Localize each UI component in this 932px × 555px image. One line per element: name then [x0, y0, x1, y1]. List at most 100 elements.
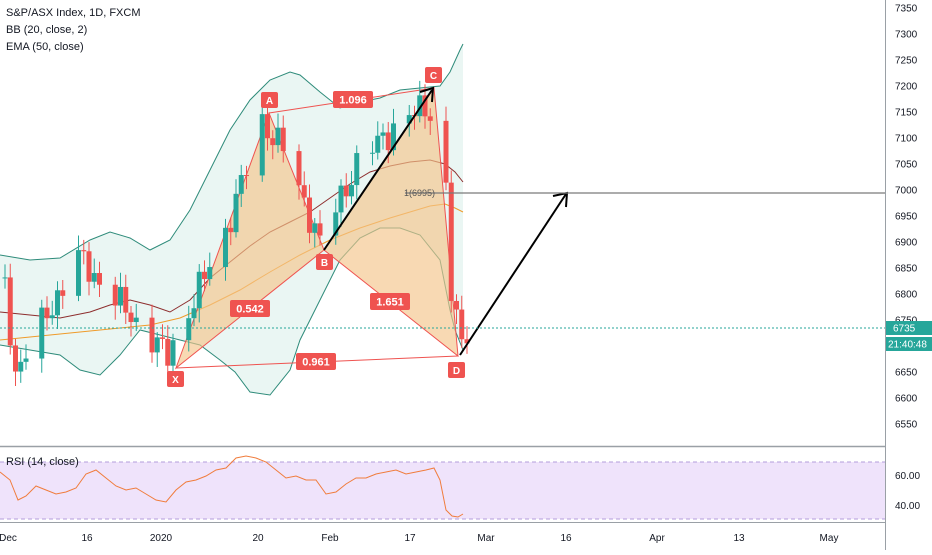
rsi-line: [0, 455, 464, 518]
candle-up: [186, 318, 192, 341]
svg-text:C: C: [430, 71, 437, 82]
svg-text:0.542: 0.542: [236, 304, 264, 316]
svg-text:X: X: [172, 375, 179, 386]
candle-down: [307, 197, 312, 233]
bc-arrow-head: [419, 86, 435, 103]
candlestick-series: [2, 80, 470, 387]
rsi-legend[interactable]: RSI (14, close): [6, 456, 79, 468]
time-tick: 16: [81, 533, 93, 544]
chart-title[interactable]: S&P/ASX Index, 1D, FXCM: [6, 7, 141, 19]
price-tick: 7300: [895, 30, 918, 41]
ratio-label-bcd: 1.651: [370, 293, 410, 310]
candle-up: [312, 223, 318, 233]
point-label-a: A: [261, 92, 278, 108]
ema-legend[interactable]: EMA (50, close): [6, 41, 84, 53]
price-tick: 7250: [895, 56, 918, 67]
candle-up: [391, 123, 396, 151]
candle-up: [380, 132, 386, 136]
candle-down: [443, 120, 449, 183]
price-tick: 6850: [895, 264, 918, 275]
candle-up: [55, 290, 60, 316]
candle-up: [39, 307, 45, 359]
price-axis[interactable]: [885, 0, 932, 550]
candle-up: [91, 273, 97, 282]
price-tick: 6650: [895, 368, 918, 379]
time-tick: May: [820, 533, 839, 544]
candle-up: [196, 271, 202, 309]
point-label-x: X: [167, 371, 184, 387]
candle-down: [97, 273, 102, 285]
time-axis[interactable]: [0, 522, 885, 550]
ratio-label-abc: 1.096: [333, 91, 373, 108]
candle-up: [417, 95, 423, 117]
candle-up: [170, 340, 176, 366]
candle-down: [317, 223, 323, 236]
candle-up: [333, 212, 339, 236]
bb-legend[interactable]: BB (20, close, 2): [6, 24, 87, 36]
candle-down: [265, 114, 270, 139]
candle-down: [427, 116, 433, 121]
time-tick: Feb: [321, 533, 339, 544]
candle-up: [354, 153, 360, 186]
price-tick: 7200: [895, 82, 918, 93]
time-tick: 17: [404, 533, 416, 544]
candle-down: [13, 345, 18, 372]
price-tick: 6550: [895, 420, 918, 431]
candle-down: [448, 182, 454, 301]
point-label-c: C: [425, 67, 442, 83]
candle-down: [454, 300, 459, 310]
candle-up: [233, 193, 239, 233]
svg-text:B: B: [321, 258, 328, 269]
candle-up: [118, 286, 123, 306]
ratio-label-xab: 0.542: [230, 300, 270, 317]
candle-up: [23, 358, 29, 362]
price-tick: 7350: [895, 4, 918, 15]
svg-text:A: A: [266, 96, 273, 107]
price-tick: 7100: [895, 134, 918, 145]
price-tick: 7050: [895, 160, 918, 171]
candle-up: [370, 152, 375, 154]
candle-down: [228, 227, 234, 233]
rsi-tick-40: 40.00: [895, 501, 920, 512]
candle-down: [301, 185, 307, 198]
candle-down: [44, 307, 50, 319]
candle-down: [459, 309, 465, 340]
candle-down: [343, 185, 349, 197]
candle-down: [280, 127, 286, 152]
ratio-label-xad: 0.961: [296, 353, 336, 370]
candle-up: [76, 250, 81, 296]
candle-down: [123, 286, 129, 313]
candle-down: [422, 95, 428, 117]
candle-up: [406, 115, 412, 124]
candle-up: [223, 227, 228, 268]
time-ticks: Dec 16 2020 20 Feb 17 Mar 16 Apr 13 May: [0, 533, 838, 544]
candle-down: [160, 337, 165, 339]
time-tick: Mar: [477, 533, 495, 544]
bc-arrow-line: [323, 89, 433, 251]
candle-down: [128, 312, 134, 323]
svg-text:6735: 6735: [893, 324, 916, 335]
candle-down: [112, 284, 118, 306]
price-tick: 6900: [895, 238, 918, 249]
svg-text:1.651: 1.651: [376, 297, 404, 309]
candle-down: [165, 338, 171, 366]
candle-down: [385, 132, 391, 151]
last-price-tag: 6735: [886, 321, 932, 335]
time-tick: 16: [560, 533, 572, 544]
candle-up: [207, 267, 213, 280]
candle-up: [375, 135, 381, 153]
candle-up: [154, 337, 160, 353]
target-label: 1(6995): [404, 188, 435, 198]
candle-down: [149, 317, 155, 353]
svg-text:21:40:48: 21:40:48: [888, 340, 927, 351]
candle-down: [86, 251, 92, 282]
point-label-d: D: [448, 362, 465, 378]
time-tick: Apr: [649, 533, 665, 544]
candle-up: [275, 127, 281, 146]
candle-up: [349, 185, 354, 197]
svg-text:D: D: [453, 366, 460, 377]
svg-text:0.961: 0.961: [302, 357, 330, 369]
price-tick: 7150: [895, 108, 918, 119]
candle-down: [244, 175, 249, 177]
